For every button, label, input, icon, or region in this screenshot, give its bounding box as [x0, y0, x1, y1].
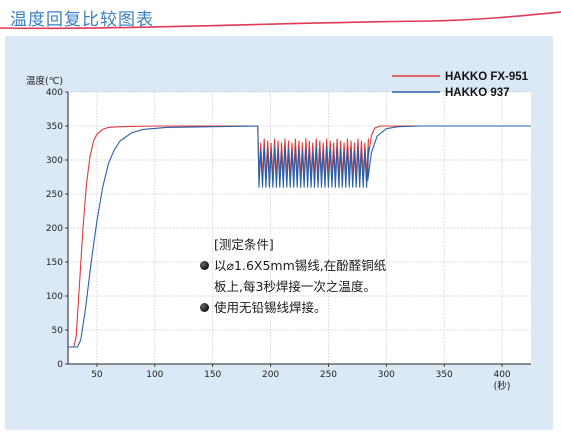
y-tick-label: 100	[46, 292, 63, 302]
y-tick-label: 400	[46, 88, 63, 98]
x-tick-label: 100	[146, 370, 163, 380]
note-heading: [测定条件]	[214, 237, 274, 252]
legend: HAKKO FX-951 HAKKO 937	[392, 71, 529, 99]
note-item1-line2: 板上,每3秒焊接一次之温度。	[214, 279, 376, 294]
measurement-conditions-note: [测定条件] 以⌀1.6X5mm锡线,在酚醛铜纸 板上,每3秒焊接一次之温度。 …	[200, 234, 480, 318]
y-tick-label: 0	[57, 360, 63, 370]
x-tick-label: 250	[320, 370, 337, 380]
series-line-hakko-937	[68, 125, 531, 348]
x-tick-label: 50	[91, 370, 103, 380]
y-tick-label: 350	[46, 122, 63, 132]
y-axis-label: 温度(℃)	[26, 75, 63, 87]
y-tick-label: 150	[46, 258, 63, 268]
legend-label: HAKKO FX-951	[445, 71, 529, 83]
bullet-icon	[200, 261, 209, 270]
x-tick-label: 200	[262, 370, 279, 380]
x-tick-label: 350	[436, 370, 453, 380]
y-tick-label: 250	[46, 190, 63, 200]
series-lines	[68, 125, 531, 348]
y-tick-label: 200	[46, 224, 63, 234]
x-tick-label: 150	[204, 370, 221, 380]
grid-lines	[68, 91, 531, 365]
title-underline	[0, 11, 561, 30]
x-axis-label: (秒)	[494, 380, 511, 392]
note-item2: 使用无铅锡线焊接。	[214, 300, 327, 315]
x-tick-label: 400	[493, 370, 510, 380]
y-tick-label: 50	[52, 326, 64, 336]
note-item1-line1: 以⌀1.6X5mm锡线,在酚醛铜纸	[214, 258, 387, 273]
legend-label: HAKKO 937	[445, 87, 510, 99]
x-tick-label: 300	[378, 370, 395, 380]
axes: 0 50 100 150 200 250 300 350 400 50 100 150 200 250 30…	[26, 75, 531, 392]
y-tick-label: 300	[46, 156, 63, 166]
bullet-icon	[200, 303, 209, 312]
page-title: 温度回复比较图表	[10, 10, 154, 30]
